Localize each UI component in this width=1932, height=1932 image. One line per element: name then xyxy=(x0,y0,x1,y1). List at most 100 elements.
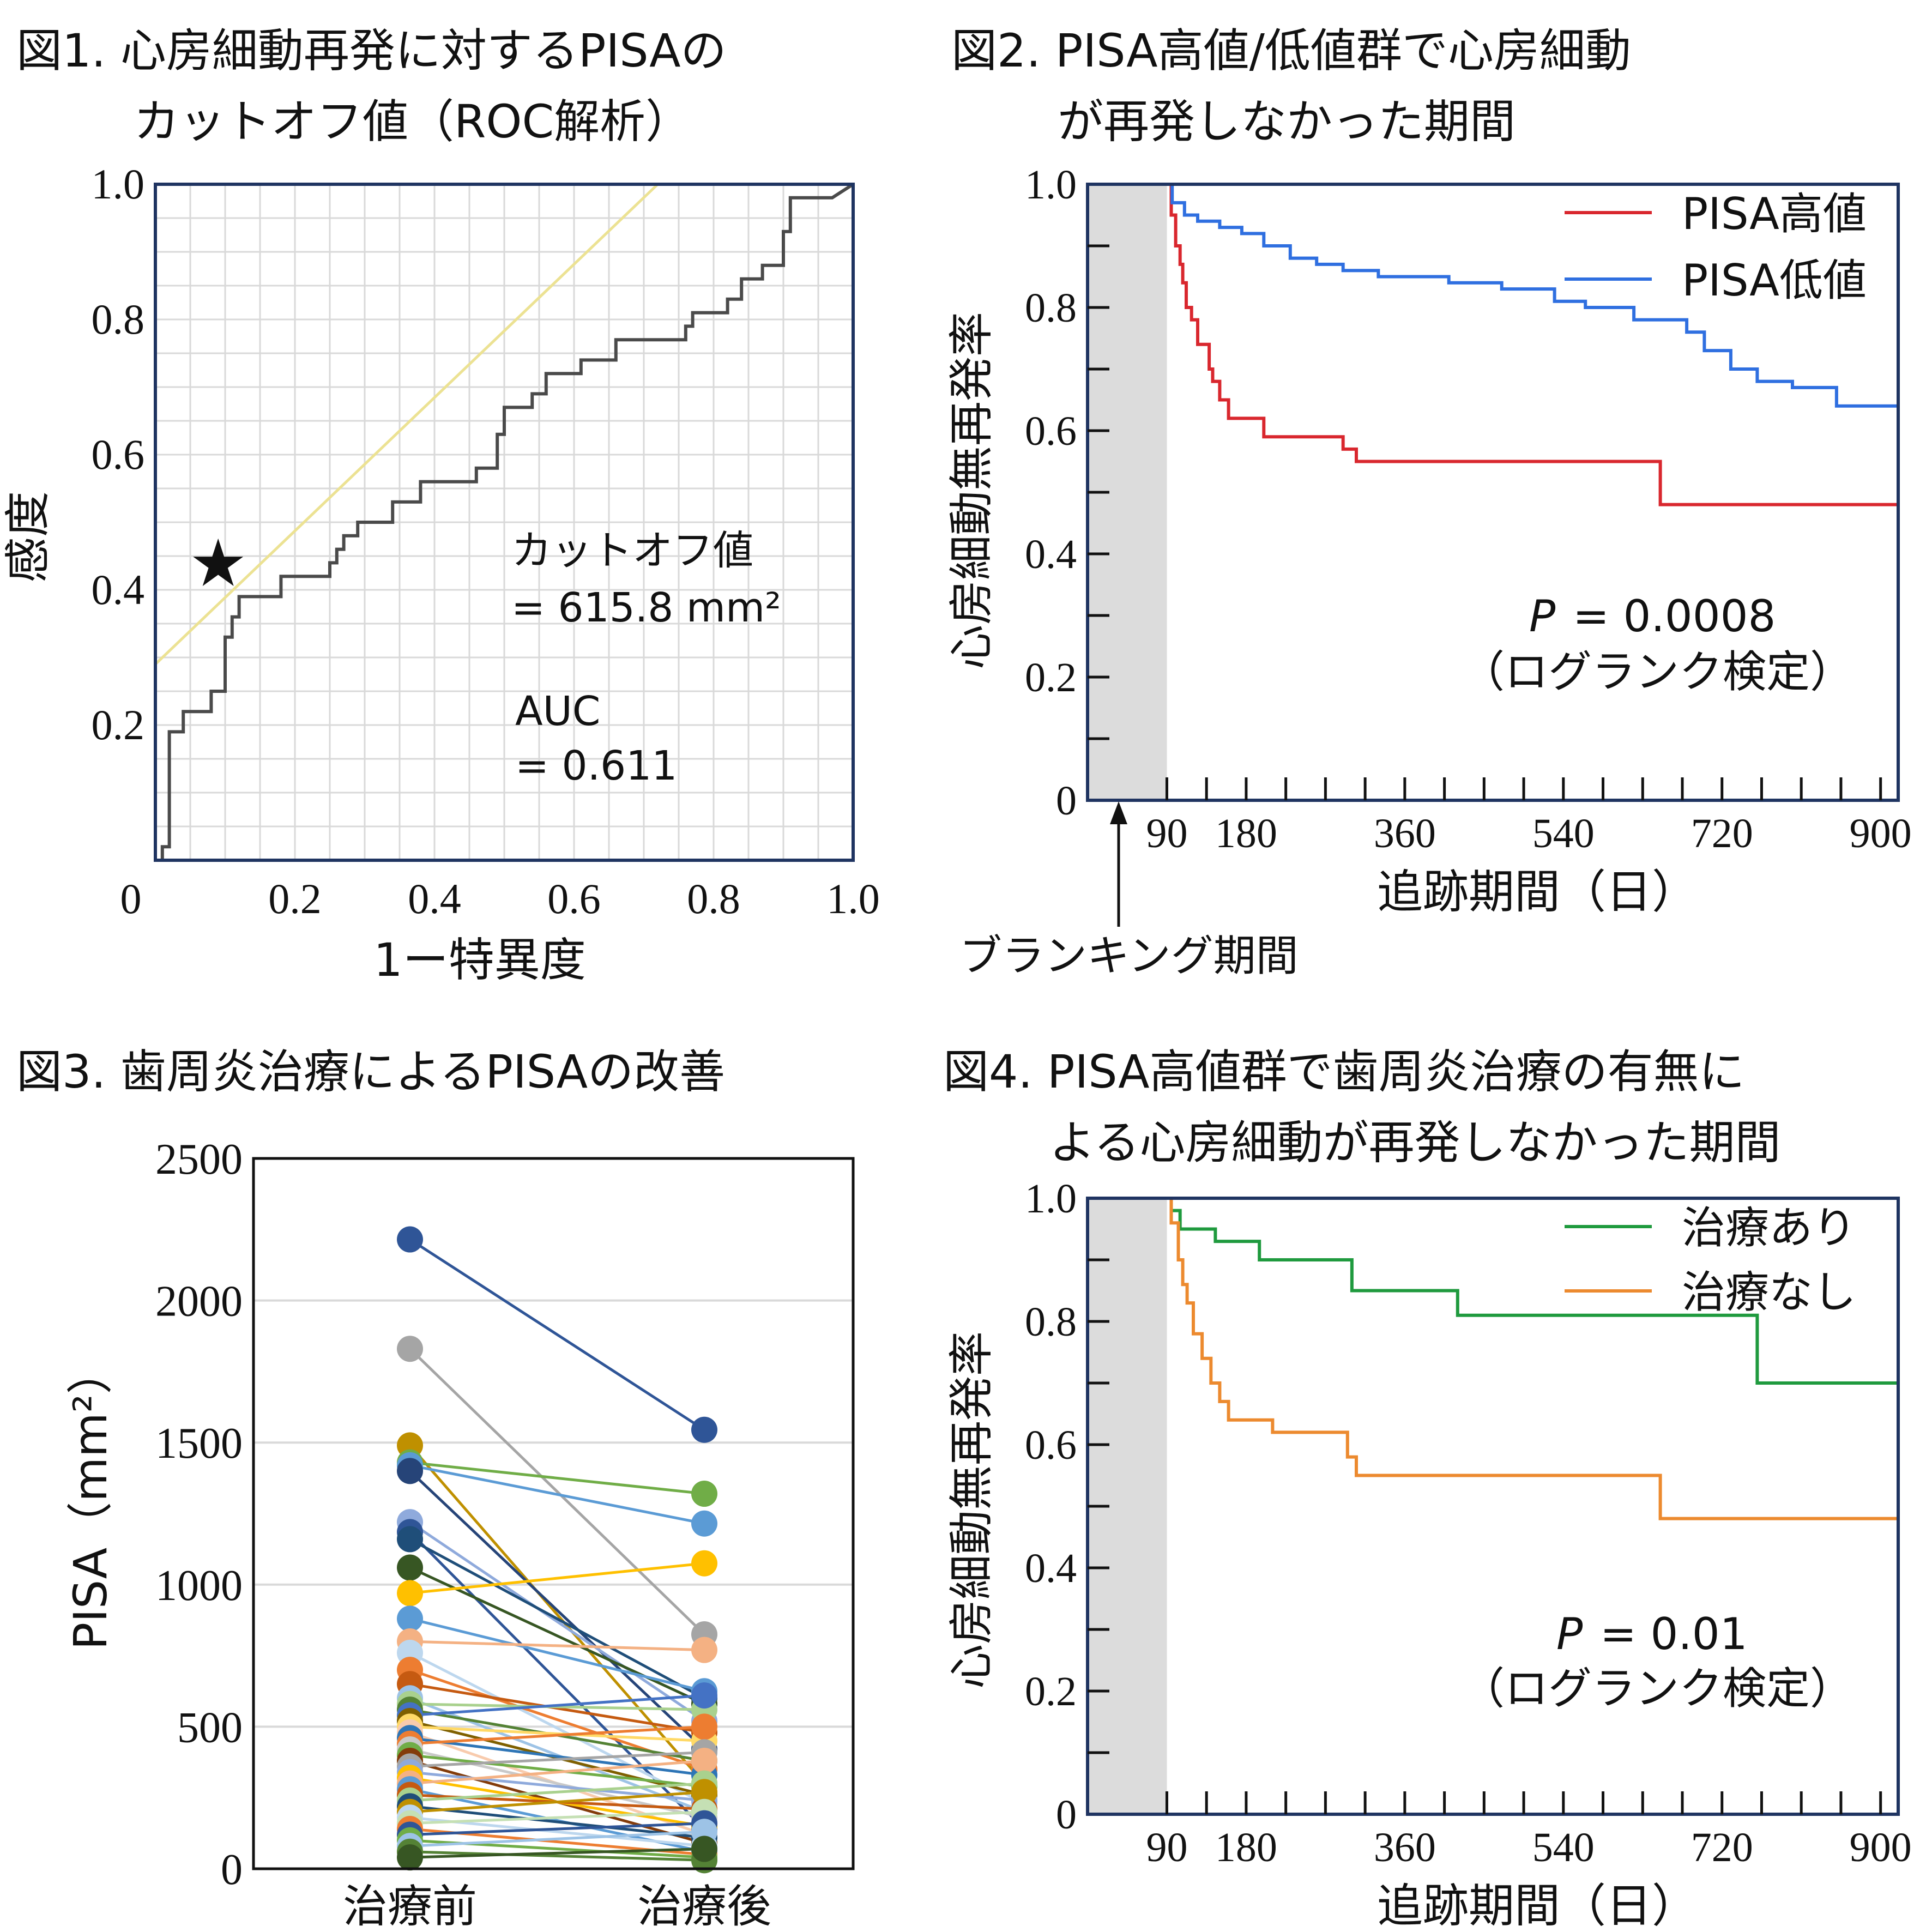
fig1-cutoff-label: カットオフ値 xyxy=(511,527,753,574)
fig2-legend-label-pisa-low: PISA低値 xyxy=(1682,255,1867,306)
fig3-category-label: 治療前 xyxy=(343,1881,477,1932)
fig4-series-untreated xyxy=(1167,1197,1898,1520)
fig4-series-treated xyxy=(1167,1197,1898,1385)
fig3-dot-before xyxy=(397,1554,423,1581)
fig3-dot-before xyxy=(397,1526,423,1553)
fig3-y-tick-label: 500 xyxy=(177,1704,243,1752)
fig4-title: 図4. PISA高値群で歯周炎治療の有無に xyxy=(943,1045,1745,1098)
fig1-y-tick-label: 0.4 xyxy=(92,566,145,613)
fig4-tick-labels: 0 0.2 0.4 0.6 0.8 1.0 90 180 360 540 720 900 xyxy=(1025,1176,1912,1870)
fig3-y-tick-label: 1000 xyxy=(155,1562,243,1610)
fig2-y-tick-label: 0.2 xyxy=(1025,655,1077,701)
fig3-pair-line xyxy=(409,1810,705,1825)
fig4-p-value: = 0.01 xyxy=(1600,1609,1748,1659)
fig4-x-tick-label: 900 xyxy=(1850,1825,1912,1870)
fig3-dot-after xyxy=(691,1836,717,1862)
fig2-y-tick-label: 0 xyxy=(1056,778,1077,824)
fig4-legend-label-untreated: 治療なし xyxy=(1682,1267,1856,1318)
fig3-pair-line xyxy=(409,1617,705,1693)
fig3-pair-line xyxy=(409,1822,705,1836)
fig3-pair-line xyxy=(409,1850,705,1862)
fig1-title: 図1. 心房細動再発に対するPISAの xyxy=(16,24,727,77)
fig3-tick-labels: 0 500 1000 1500 2000 2500 治療前 治療後 xyxy=(155,1136,771,1932)
fig1-plot-frame xyxy=(154,183,855,862)
fig1-y-axis-label: 感度 xyxy=(1,491,55,583)
fig3-pair-line xyxy=(409,1790,705,1814)
fig3-pair-line xyxy=(409,1736,705,1777)
fig3-pair-line xyxy=(409,1848,705,1859)
fig4-x-tick-label: 90 xyxy=(1146,1825,1187,1870)
fig1-cutoff-value: = 615.8 mm² xyxy=(511,584,781,631)
fig2-p-prefix: P xyxy=(1529,591,1556,642)
fig3-dot-before xyxy=(397,1458,423,1484)
fig2-y-axis-label: 心房細動無再発率 xyxy=(946,312,998,669)
fig3-y-tick-label: 0 xyxy=(221,1846,243,1894)
fig1-roc-curve xyxy=(155,183,854,862)
fig3-title: 図3. 歯周炎治療によるPISAの改善 xyxy=(16,1045,725,1098)
fig3-dot-before xyxy=(397,1844,423,1871)
fig4-y-tick-label: 0.4 xyxy=(1025,1545,1077,1591)
fig1-x-tick-label: 1.0 xyxy=(826,875,880,922)
fig1-grid xyxy=(155,184,853,860)
fig1-x-tick-label: 0 xyxy=(120,875,142,922)
fig3-y-axis-label: PISA（mm²） xyxy=(64,1348,117,1650)
fig1-y-tick-label: 0.6 xyxy=(92,431,145,478)
fig3-dot-after xyxy=(691,1713,717,1740)
fig3-pair-line xyxy=(409,1348,705,1635)
fig3-pair-line xyxy=(409,1702,705,1711)
fig3-pair-line xyxy=(409,1750,705,1768)
fig3-y-tick-label: 1500 xyxy=(155,1420,243,1468)
fig2-x-tick-label: 360 xyxy=(1374,811,1436,856)
fig3-dot-after xyxy=(691,1416,717,1443)
fig1-x-axis-label: 1ー特異度 xyxy=(373,933,585,987)
fig4-x-tick-label: 720 xyxy=(1691,1825,1753,1870)
fig3-plot-frame xyxy=(252,1157,855,1870)
fig4-y-tick-label: 1.0 xyxy=(1025,1176,1077,1222)
fig2-title-line2: が再発しなかった期間 xyxy=(1058,95,1516,148)
fig2-y-tick-label: 0.6 xyxy=(1025,408,1077,454)
fig3-pair-line xyxy=(409,1651,705,1805)
blanking-arrow-head xyxy=(1110,801,1127,824)
fig1-x-tick-label: 0.2 xyxy=(268,875,322,922)
fig2-series-pisa-low xyxy=(1167,183,1898,408)
fig2-legend-label-pisa-high: PISA高値 xyxy=(1682,189,1867,239)
fig3-pair-lines xyxy=(409,1238,705,1862)
fig3-pair-line xyxy=(409,1640,705,1652)
fig3-y-tick-label: 2500 xyxy=(155,1136,243,1184)
fig3-pair-line xyxy=(409,1754,705,1788)
fig2-test-label: （ログランク検定） xyxy=(1461,647,1853,697)
fig4-y-tick-label: 0 xyxy=(1056,1792,1077,1838)
fig2-title: 図2. PISA高値/低値群で心房細動 xyxy=(951,24,1631,77)
fig3-category-label: 治療後 xyxy=(637,1881,771,1932)
fig1-auc-label: AUC xyxy=(515,688,600,735)
fig3-grid xyxy=(253,1299,853,1728)
fig2-p-value: = 0.0008 xyxy=(1573,591,1776,642)
fig3-dot-after xyxy=(691,1550,717,1577)
fig3-pair-line xyxy=(409,1470,705,1750)
fig2-x-tick-label: 900 xyxy=(1850,811,1912,856)
fig1-title-line2: カットオフ値（ROC解析） xyxy=(134,95,691,148)
fig3-pair-line xyxy=(409,1521,705,1723)
fig2-tick-labels: 0 0.2 0.4 0.6 0.8 1.0 90 180 360 540 720 900 xyxy=(1025,162,1912,856)
fig4-x-tick-label: 540 xyxy=(1532,1825,1595,1870)
fig1-y-tick-label: 0.2 xyxy=(92,701,145,748)
fig4-legend-label-treated: 治療あり xyxy=(1682,1203,1856,1253)
fig3-pair-line xyxy=(409,1444,705,1785)
fig3-dots xyxy=(397,1226,717,1874)
fig3-pair-line xyxy=(409,1830,705,1848)
fig2-x-tick-label: 720 xyxy=(1691,811,1753,856)
fig3-pair-line xyxy=(409,1461,705,1495)
fig1-reference-line xyxy=(154,183,659,666)
fig4-x-tick-label: 360 xyxy=(1374,1825,1436,1870)
fig3-pair-line xyxy=(409,1566,705,1705)
fig3-y-tick-label: 2000 xyxy=(155,1278,243,1326)
fig4-title-line2: よる心房細動が再発しなかった期間 xyxy=(1049,1116,1780,1169)
fig3-dot-after xyxy=(691,1682,717,1709)
fig3-dot-after xyxy=(691,1481,717,1507)
fig3-dot-after xyxy=(691,1510,717,1537)
fig1-y-tick-label: 0.8 xyxy=(92,295,145,343)
cutoff-star-marker: ★ xyxy=(189,526,247,601)
fig3-dot-before xyxy=(397,1336,423,1362)
fig1-x-tick-label: 0.4 xyxy=(408,875,461,922)
